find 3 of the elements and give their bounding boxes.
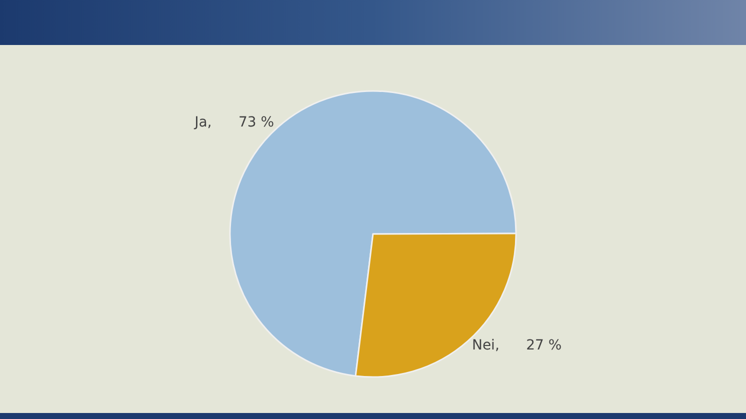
slice-label: Nei, 27 % (472, 337, 562, 354)
slice-label: Ja, 73 % (194, 114, 274, 131)
pie-slice (229, 90, 517, 377)
